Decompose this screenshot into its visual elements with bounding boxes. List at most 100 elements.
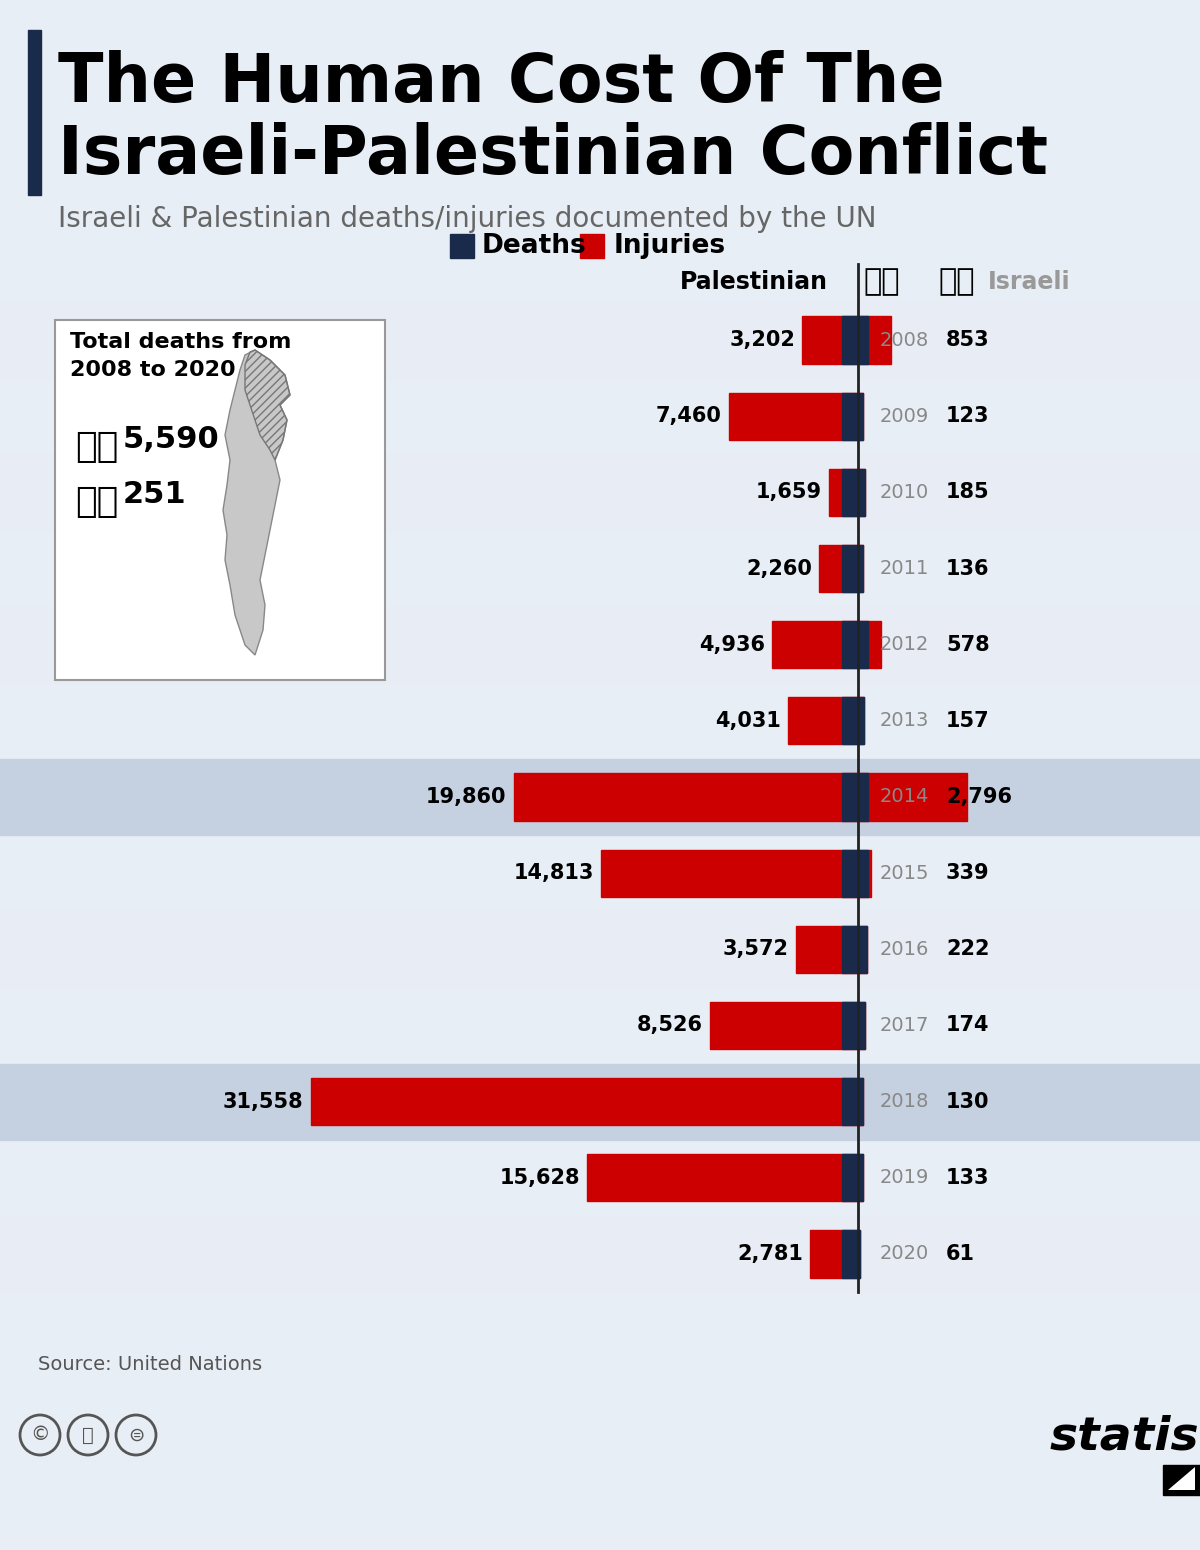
Text: 🇵🇸: 🇵🇸 <box>863 267 900 296</box>
Bar <box>0 302 1200 378</box>
Text: 2019: 2019 <box>880 1169 929 1187</box>
Text: 2017: 2017 <box>880 1015 929 1035</box>
Text: The Human Cost Of The: The Human Cost Of The <box>58 50 944 116</box>
Text: Injuries: Injuries <box>614 232 726 259</box>
Bar <box>858 849 871 897</box>
Bar <box>842 468 858 516</box>
Text: 130: 130 <box>946 1091 990 1111</box>
Text: 4,031: 4,031 <box>715 711 781 732</box>
Bar <box>858 698 864 744</box>
Text: 19,860: 19,860 <box>426 787 506 808</box>
Bar <box>450 234 474 257</box>
Bar <box>858 468 865 516</box>
Polygon shape <box>1168 1466 1195 1490</box>
Text: 2011: 2011 <box>880 560 929 578</box>
Bar <box>842 316 858 364</box>
Bar <box>514 773 858 820</box>
Bar <box>55 319 385 680</box>
Bar <box>858 1155 863 1201</box>
Bar <box>773 622 858 668</box>
Text: 251: 251 <box>124 480 187 508</box>
Bar <box>580 234 604 257</box>
Text: Israeli-Palestinian Conflict: Israeli-Palestinian Conflict <box>58 122 1048 188</box>
Text: Palestinian: Palestinian <box>680 270 828 294</box>
Bar <box>858 392 863 440</box>
Bar <box>858 849 868 897</box>
Text: ⓘ: ⓘ <box>82 1426 94 1445</box>
Bar <box>0 760 1200 835</box>
Text: 61: 61 <box>946 1245 974 1263</box>
Bar <box>842 1001 858 1049</box>
Text: 5,590: 5,590 <box>124 425 220 454</box>
Text: 2016: 2016 <box>880 939 929 959</box>
Text: 🇵🇸: 🇵🇸 <box>74 429 119 463</box>
Bar <box>858 546 863 592</box>
Text: 2008: 2008 <box>880 330 929 350</box>
Text: 15,628: 15,628 <box>499 1167 580 1187</box>
Text: 2,796: 2,796 <box>946 787 1012 808</box>
Bar <box>0 1063 1200 1139</box>
Bar <box>842 849 858 897</box>
Bar <box>858 316 868 364</box>
Text: 8,526: 8,526 <box>637 1015 703 1035</box>
Text: 2015: 2015 <box>880 863 930 882</box>
Bar <box>858 316 892 364</box>
Bar <box>842 925 858 973</box>
Text: 4,936: 4,936 <box>700 634 766 654</box>
Text: 339: 339 <box>946 863 990 883</box>
Text: 2009: 2009 <box>880 406 929 426</box>
Bar <box>858 698 864 744</box>
Bar <box>0 911 1200 987</box>
Text: 2,260: 2,260 <box>746 558 812 578</box>
Bar <box>818 546 858 592</box>
Text: 133: 133 <box>946 1167 990 1187</box>
Text: 🇮🇱: 🇮🇱 <box>74 485 119 519</box>
Text: Total deaths from
2008 to 2020: Total deaths from 2008 to 2020 <box>70 332 292 380</box>
Bar <box>1163 1465 1200 1496</box>
Text: 🇮🇱: 🇮🇱 <box>938 267 974 296</box>
Text: 2020: 2020 <box>880 1245 929 1263</box>
Bar <box>858 468 865 516</box>
Text: 2018: 2018 <box>880 1093 929 1111</box>
Text: 7,460: 7,460 <box>655 406 721 426</box>
Text: 853: 853 <box>946 330 990 350</box>
Bar <box>858 1231 860 1277</box>
Bar <box>842 392 858 440</box>
Bar <box>710 1001 858 1049</box>
Bar <box>842 1155 858 1201</box>
Text: ©: © <box>30 1426 50 1445</box>
Bar <box>842 773 858 820</box>
Text: Israeli & Palestinian deaths/injuries documented by the UN: Israeli & Palestinian deaths/injuries do… <box>58 205 876 232</box>
Bar <box>858 773 868 820</box>
Text: 14,813: 14,813 <box>514 863 594 883</box>
Bar <box>601 849 858 897</box>
Text: 2010: 2010 <box>880 484 929 502</box>
Text: 123: 123 <box>946 406 990 426</box>
Bar <box>842 546 858 592</box>
Bar <box>728 392 858 440</box>
Bar <box>810 1231 858 1277</box>
Text: 2012: 2012 <box>880 636 929 654</box>
Text: 578: 578 <box>946 634 990 654</box>
Bar <box>829 468 858 516</box>
Bar <box>858 622 881 668</box>
Bar <box>803 316 858 364</box>
Text: 222: 222 <box>946 939 990 959</box>
Text: 157: 157 <box>946 711 990 732</box>
Text: 185: 185 <box>946 482 990 502</box>
Bar <box>842 1077 858 1125</box>
Bar <box>842 622 858 668</box>
Bar <box>858 1077 863 1125</box>
Bar <box>796 925 858 973</box>
Text: Israeli: Israeli <box>988 270 1070 294</box>
Polygon shape <box>223 350 290 656</box>
Bar <box>858 622 868 668</box>
Bar <box>858 392 863 440</box>
Bar <box>858 1001 865 1049</box>
Text: 2,781: 2,781 <box>737 1245 803 1263</box>
Bar <box>858 1001 865 1049</box>
Text: 174: 174 <box>946 1015 990 1035</box>
Bar <box>587 1155 858 1201</box>
Text: 1,659: 1,659 <box>756 482 822 502</box>
Bar <box>788 698 858 744</box>
